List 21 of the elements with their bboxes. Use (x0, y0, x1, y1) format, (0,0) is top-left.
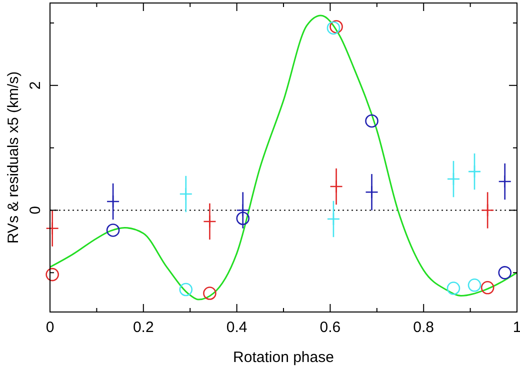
y-axis-title: RVs & residuals x5 (km/s) (5, 71, 22, 244)
point (203, 286, 216, 300)
x-tick-label: 1 (512, 319, 520, 336)
y-tick-label: 2 (27, 81, 44, 90)
x-tick-label: 0.6 (320, 319, 341, 336)
x-axis-title: Rotation phase (233, 349, 334, 366)
point (446, 282, 460, 295)
point (106, 224, 120, 237)
point (330, 20, 343, 34)
point (236, 212, 250, 226)
x-tick-label: 0 (46, 319, 54, 336)
point (468, 278, 482, 292)
point (46, 268, 59, 282)
point (179, 282, 193, 296)
x-tick-label: 0.2 (132, 319, 154, 336)
point (365, 114, 378, 128)
point (326, 21, 340, 35)
point (480, 281, 494, 294)
x-tick-label: 0.4 (226, 319, 248, 336)
x-tick-label: 0.8 (413, 319, 434, 336)
point (498, 266, 512, 280)
